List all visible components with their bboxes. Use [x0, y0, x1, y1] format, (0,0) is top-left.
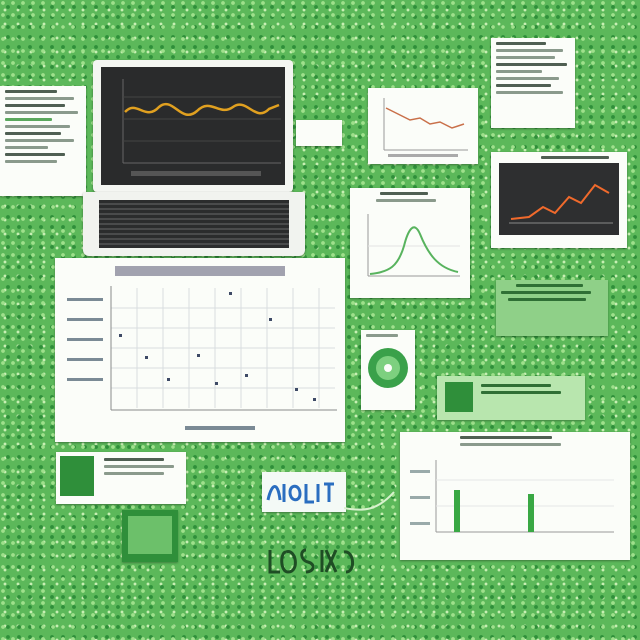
- dark-chart-line: [510, 183, 610, 220]
- cd-disc-icon: [368, 348, 408, 388]
- laptop-base: [83, 192, 305, 256]
- dark-line-chart: [499, 163, 619, 235]
- scatter-plot-card: [55, 258, 345, 442]
- connector-curve: [344, 491, 395, 511]
- small-note: [296, 120, 342, 146]
- scatter-title-bar: [115, 266, 285, 276]
- laptop-screen: [93, 60, 293, 192]
- scatter-plot: [67, 286, 337, 430]
- green-label-card: [437, 376, 585, 420]
- blue-squiggle-lettering: [266, 482, 334, 504]
- dark-chart-card: [491, 152, 627, 248]
- laptop-wave-line: [124, 103, 280, 116]
- bar: [454, 490, 460, 532]
- green-curve-line: [369, 226, 459, 275]
- folder-icon: [445, 382, 473, 412]
- text-document-top-right: [491, 38, 575, 128]
- cd-disc-card: [361, 330, 415, 410]
- laptop-screen-chart: [101, 67, 285, 185]
- line-chart-small: [383, 98, 468, 157]
- bar: [528, 494, 534, 532]
- bar-chart-card: [400, 432, 630, 560]
- green-curve-chart: [367, 214, 460, 277]
- text-document-top-left: [0, 86, 86, 196]
- text-document-bottom-left: [56, 452, 186, 504]
- line-chart-card: [368, 88, 478, 164]
- laptop-icon: [83, 60, 305, 256]
- green-stamp: [60, 456, 94, 496]
- green-text-panel: [496, 280, 608, 336]
- bar-chart: [410, 460, 614, 533]
- dark-green-lettering: [268, 548, 354, 574]
- laptop-keyboard: [99, 200, 289, 248]
- green-curve-chart-card: [350, 188, 470, 298]
- blue-lettering-sign: [262, 472, 346, 512]
- green-block: [122, 510, 178, 562]
